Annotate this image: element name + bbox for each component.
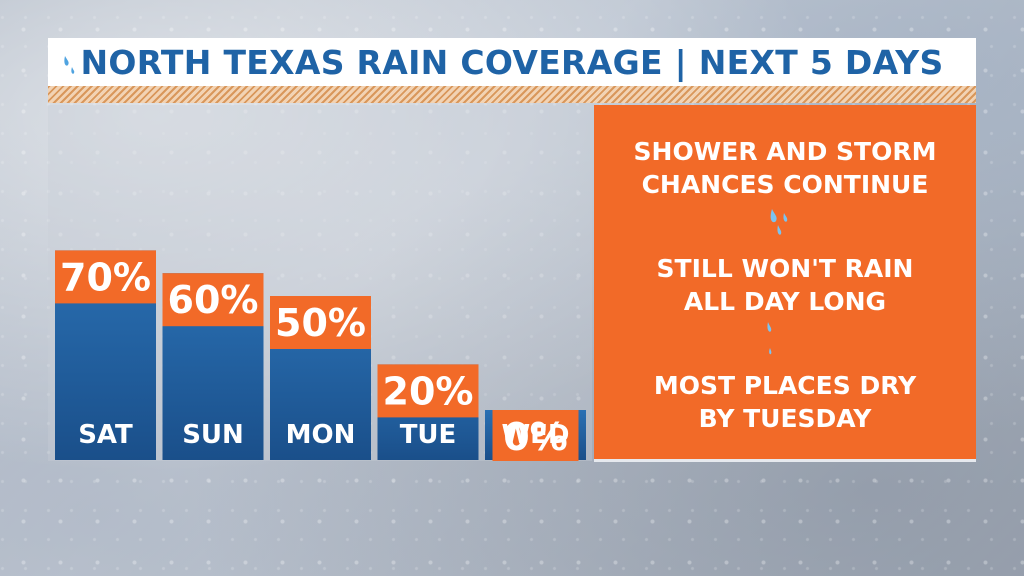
decorative-stripe (48, 86, 976, 103)
info-text-3: MOST PLACES DRY BY TUESDAY (653, 371, 917, 433)
value-box-sun (162, 273, 264, 327)
day-label-sun: SUN (182, 420, 244, 450)
value-label-wed: 0% (503, 415, 568, 459)
value-box-wed (492, 410, 579, 461)
info-text-2: STILL WON'T RAIN ALL DAY LONG (656, 254, 914, 316)
info-panel: SHOWER AND STORM CHANCES CONTINUE STILL … (594, 105, 976, 462)
value-label-tue: 20% (383, 369, 474, 413)
day-label-wed: WED (501, 420, 569, 450)
raindrop-small-icon (767, 322, 772, 355)
value-label-mon: 50% (275, 301, 366, 345)
chart-panel: 70% SAT 60% SUN 50% MON 20% TUE 0% WED (48, 105, 592, 461)
value-box-mon (270, 296, 371, 349)
chart-title: NORTH TEXAS RAIN COVERAGE | NEXT 5 DAYS (80, 42, 944, 82)
day-label-sat: SAT (78, 420, 133, 450)
title-bar: NORTH TEXAS RAIN COVERAGE | NEXT 5 DAYS (48, 38, 976, 86)
value-box-sat (55, 250, 156, 304)
value-label-sun: 60% (168, 278, 259, 322)
day-label-tue: TUE (400, 420, 457, 450)
info-text-1: SHOWER AND STORM CHANCES CONTINUE (633, 137, 937, 199)
value-box-tue (377, 364, 479, 418)
bar-chart: 70% SAT 60% SUN 50% MON 20% TUE 0%WED (55, 250, 586, 461)
raindrops-icon (770, 209, 788, 235)
day-label-mon: MON (286, 420, 356, 450)
value-label-sat: 70% (60, 255, 151, 299)
raindrop-icon (64, 56, 75, 74)
